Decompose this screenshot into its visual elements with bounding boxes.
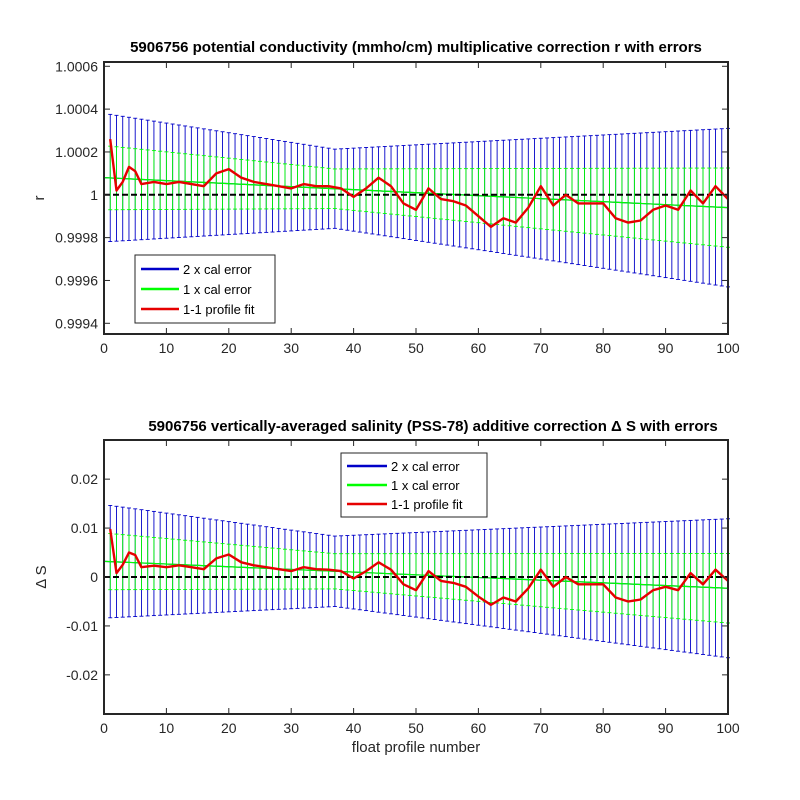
panel2-x-tick-label: 30: [283, 720, 299, 736]
panel1-x-ticks: 0 10 20 30 40 50 60 70 80 90 100: [100, 62, 740, 356]
panel1-x-tick-label: 60: [471, 340, 487, 356]
panel1-legend-1x-label: 1 x cal error: [183, 282, 252, 297]
panel1-x-tick-label: 30: [283, 340, 299, 356]
panel2-fit-polyline: [109, 528, 729, 607]
panel2-x-tick-label: 90: [658, 720, 674, 736]
panel2-x-tick-label: 80: [595, 720, 611, 736]
panel2-x-tick-label: 20: [221, 720, 237, 736]
panel1-y-tick-label: 1: [90, 187, 98, 203]
panel2-y-tick-label: 0.01: [71, 520, 98, 536]
panel2-x-ticks: 0 10 20 30 40 50 60 70 80 90 100: [100, 440, 740, 736]
panel2-x-label: float profile number: [352, 739, 480, 756]
panel2-y-label: Δ S: [33, 565, 50, 588]
panel1-y-tick-label: 0.9994: [55, 315, 98, 331]
panel2-x-tick-label: 40: [346, 720, 362, 736]
panel1-x-tick-label: 70: [533, 340, 549, 356]
panel2-x-tick-label: 70: [533, 720, 549, 736]
panel1-legend: 2 x cal error 1 x cal error 1-1 profile …: [134, 254, 276, 324]
panel2-x-tick-label: 0: [100, 720, 108, 736]
panel2-x-tick-label: 10: [159, 720, 175, 736]
panel2-legend-2x-label: 2 x cal error: [391, 459, 460, 474]
panel1-x-tick-label: 40: [346, 340, 362, 356]
panel2-x-tick-label: 60: [471, 720, 487, 736]
panel1-x-tick-label: 20: [221, 340, 237, 356]
panel1-y-tick-label: 1.0006: [55, 58, 98, 74]
panel-salinity-correction: 5906756 vertically-averaged salinity (PS…: [33, 418, 740, 756]
panel2-x-tick-label: 50: [408, 720, 424, 736]
panel1-x-tick-label: 10: [159, 340, 175, 356]
panel1-x-tick-label: 80: [595, 340, 611, 356]
panel1-y-ticks: 0.9994 0.9996 0.9998 1 1.0002 1.0004 1.0006: [55, 58, 728, 331]
panel1-title: 5906756 potential conductivity (mmho/cm)…: [130, 39, 702, 56]
panel1-x-tick-label: 0: [100, 340, 108, 356]
panel2-legend-1x-label: 1 x cal error: [391, 478, 460, 493]
panel1-fit-line: [109, 138, 729, 229]
panel1-y-tick-label: 0.9996: [55, 272, 98, 288]
panel1-y-tick-label: 1.0002: [55, 144, 98, 160]
panel2-1x-error-bars: [103, 533, 730, 624]
panel2-y-tick-label: 0.02: [71, 471, 98, 487]
panel-conductivity-correction: 5906756 potential conductivity (mmho/cm)…: [31, 39, 740, 356]
panel2-legend: 2 x cal error 1 x cal error 1-1 profile …: [340, 452, 488, 518]
panel2-legend-fit-label: 1-1 profile fit: [391, 497, 463, 512]
panel1-y-label: r: [31, 196, 48, 201]
panel2-title: 5906756 vertically-averaged salinity (PS…: [148, 418, 717, 435]
panel1-y-tick-label: 0.9998: [55, 230, 98, 246]
panel1-x-tick-label: 50: [408, 340, 424, 356]
panel2-y-ticks: -0.02 -0.01 0 0.01 0.02: [66, 471, 728, 683]
panel2-y-tick-label: 0: [90, 569, 98, 585]
panel1-x-tick-label: 100: [716, 340, 740, 356]
panel1-legend-fit-label: 1-1 profile fit: [183, 302, 255, 317]
panel2-x-tick-label: 100: [716, 720, 740, 736]
panel1-x-tick-label: 90: [658, 340, 674, 356]
panel1-fit-polyline: [109, 138, 729, 229]
panel1-legend-2x-label: 2 x cal error: [183, 262, 252, 277]
panel1-y-tick-label: 1.0004: [55, 101, 98, 117]
panel2-y-tick-label: -0.02: [66, 667, 98, 683]
panel2-fit-line: [109, 528, 729, 607]
panel2-y-tick-label: -0.01: [66, 618, 98, 634]
